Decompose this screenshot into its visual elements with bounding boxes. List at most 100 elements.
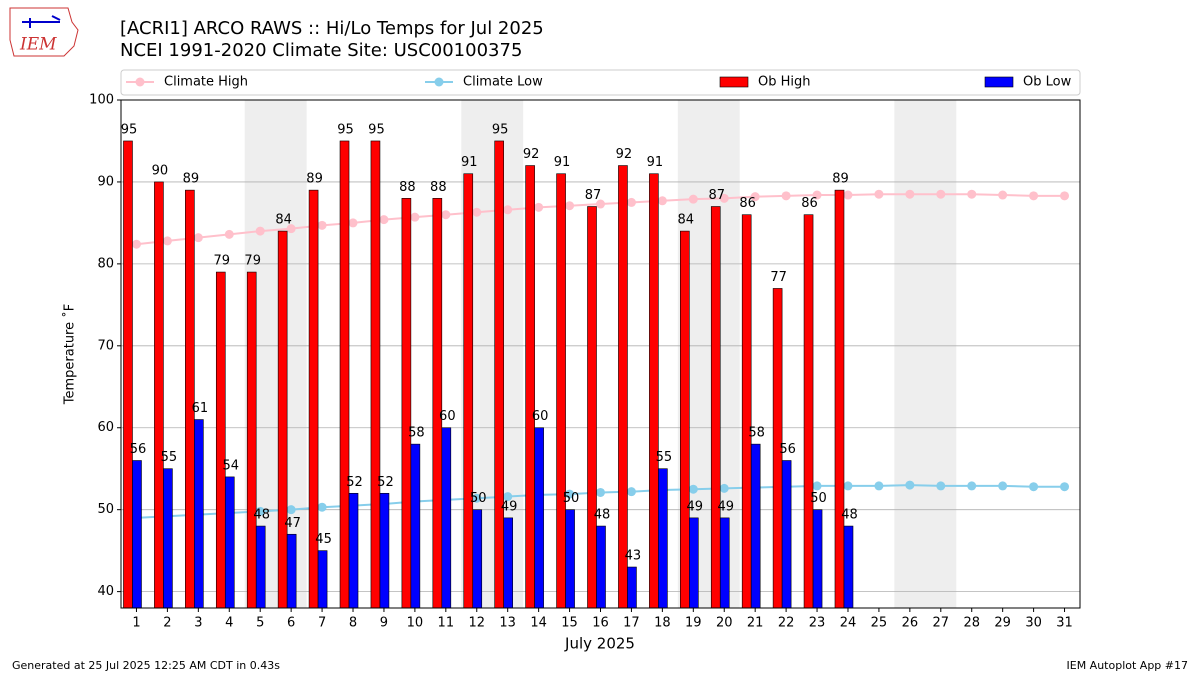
data-label: 49 xyxy=(501,499,518,514)
point xyxy=(967,189,977,199)
point xyxy=(688,194,698,204)
x-tick-label: 3 xyxy=(194,616,202,631)
legend-swatch xyxy=(984,76,1014,88)
x-tick-label: 20 xyxy=(716,616,733,631)
data-label: 55 xyxy=(161,450,178,465)
bar xyxy=(689,517,699,609)
legend-label: Ob Low xyxy=(1023,75,1072,90)
point xyxy=(255,226,265,236)
x-tick-label: 9 xyxy=(380,616,388,631)
point xyxy=(936,481,946,491)
plot-frame xyxy=(120,99,1081,609)
bar xyxy=(750,443,761,609)
bar xyxy=(163,468,173,609)
x-tick-label: 24 xyxy=(840,616,857,631)
x-tick-label: 10 xyxy=(407,616,424,631)
data-label: 86 xyxy=(801,196,818,211)
data-label: 50 xyxy=(810,491,827,506)
data-label: 95 xyxy=(337,122,354,137)
point xyxy=(967,481,977,491)
data-label: 88 xyxy=(430,180,447,195)
bar xyxy=(618,165,628,609)
data-label: 89 xyxy=(832,172,849,187)
point xyxy=(472,493,482,503)
x-tick-label: 12 xyxy=(468,616,485,631)
data-label: 91 xyxy=(554,155,571,170)
y-tick-label: 70 xyxy=(97,338,114,353)
point xyxy=(936,189,946,199)
data-label: 92 xyxy=(523,147,540,162)
data-label: 48 xyxy=(841,508,858,523)
bar xyxy=(348,492,359,609)
bar xyxy=(123,140,133,609)
data-label: 90 xyxy=(152,163,169,178)
point xyxy=(224,229,234,239)
y-tick-label: 40 xyxy=(97,584,114,599)
bar xyxy=(834,189,845,609)
x-axis-label: July 2025 xyxy=(564,635,635,653)
x-tick-label: 16 xyxy=(592,616,609,631)
bar xyxy=(494,140,504,609)
x-tick-label: 21 xyxy=(747,616,764,631)
data-label: 47 xyxy=(284,516,301,531)
point xyxy=(131,239,141,249)
bar xyxy=(503,517,513,609)
logo-text: IEM xyxy=(19,35,57,55)
data-label: 91 xyxy=(647,155,664,170)
x-tick-label: 23 xyxy=(809,616,826,631)
point xyxy=(286,505,296,515)
point xyxy=(874,481,884,491)
bar xyxy=(441,427,452,609)
bar xyxy=(658,468,668,609)
x-tick-label: 19 xyxy=(685,616,702,631)
data-label: 77 xyxy=(770,270,787,285)
point xyxy=(1060,482,1070,492)
point xyxy=(472,207,482,217)
x-tick-label: 27 xyxy=(933,616,950,631)
point xyxy=(565,201,575,211)
data-label: 60 xyxy=(532,409,549,424)
point xyxy=(317,220,327,230)
legend-swatch xyxy=(719,76,749,88)
footer-right: IEM Autoplot App #17 xyxy=(1067,659,1189,672)
bar xyxy=(565,509,575,609)
legend-box xyxy=(120,69,1081,96)
data-label: 92 xyxy=(616,147,633,162)
bar xyxy=(812,509,823,609)
bar xyxy=(255,525,266,609)
bar xyxy=(215,271,226,609)
data-label: 58 xyxy=(408,426,425,441)
data-label: 43 xyxy=(625,549,642,564)
bar xyxy=(432,198,443,609)
point xyxy=(812,481,822,491)
data-label: 88 xyxy=(399,180,416,195)
point xyxy=(534,202,544,212)
point xyxy=(626,487,636,497)
bar xyxy=(556,173,566,609)
x-tick-label: 25 xyxy=(871,616,888,631)
bar xyxy=(587,206,597,609)
bar xyxy=(185,189,195,609)
x-tick-label: 1 xyxy=(132,616,140,631)
bar xyxy=(401,198,412,609)
data-label: 91 xyxy=(461,155,478,170)
point xyxy=(626,197,636,207)
bar xyxy=(370,140,381,609)
point xyxy=(503,205,513,215)
data-label: 45 xyxy=(315,532,332,547)
data-label: 48 xyxy=(253,508,270,523)
y-tick-label: 90 xyxy=(97,174,114,189)
data-label: 89 xyxy=(306,172,323,187)
point xyxy=(565,489,575,499)
point xyxy=(441,210,451,220)
point xyxy=(503,492,513,502)
point xyxy=(410,212,420,222)
x-tick-label: 31 xyxy=(1056,616,1073,631)
point xyxy=(874,189,884,199)
point xyxy=(657,196,667,206)
point xyxy=(255,506,265,516)
data-label: 56 xyxy=(779,442,796,457)
data-label: 95 xyxy=(492,122,509,137)
data-label: 61 xyxy=(192,401,209,416)
